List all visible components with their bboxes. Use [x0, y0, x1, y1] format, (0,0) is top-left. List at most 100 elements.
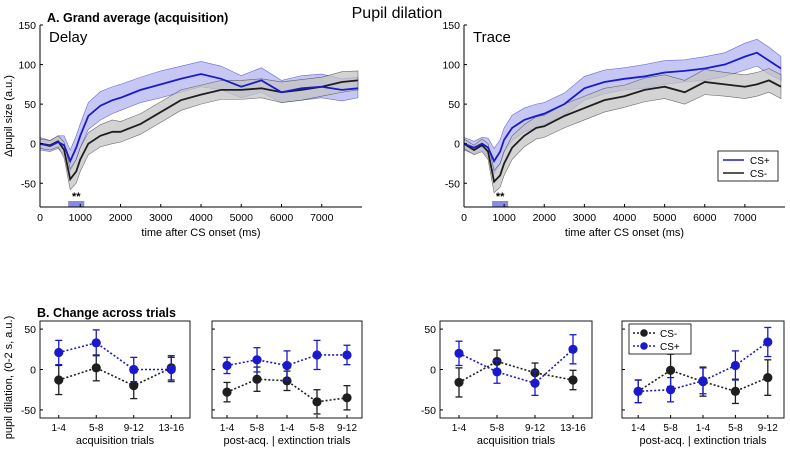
trace-significance-bar — [492, 201, 509, 207]
trace_acq-x-tick-label: 9-12 — [525, 423, 545, 434]
trace_ext-csplus-line — [638, 341, 769, 393]
delay_acq-y-tick-label: 50 — [24, 324, 36, 336]
trace_ext-csplus-point — [633, 386, 643, 396]
trace_acq-x-tick-label: 1-4 — [452, 423, 467, 434]
trace-x-tick-label: 0 — [461, 212, 467, 224]
trace_acq-axes-box — [439, 320, 593, 419]
trace-legend-box — [717, 150, 779, 182]
trace-y-tick-label: 150 — [442, 20, 460, 32]
delay_acq-y-tick-label: 0 — [30, 365, 36, 377]
delay-y-tick-label: 150 — [18, 20, 36, 32]
trace_ext-x-tick-label: 1-4 — [696, 423, 711, 434]
trace_ext-csplus-point — [763, 337, 773, 347]
delay-significance-bar — [68, 201, 85, 207]
trace_acq-x-tick-label: 13-16 — [560, 423, 586, 434]
trace_ext-csminus-point — [666, 365, 676, 375]
delay_ext-csminus-point — [222, 387, 232, 397]
delay-y-axis-label: Δpupil size (a.u.) — [3, 75, 15, 157]
delay-y-tick-label: 0 — [30, 139, 36, 151]
trace_acq-csplus-point — [454, 348, 464, 358]
delay_acq-csplus-point — [166, 364, 176, 375]
delay-x-tick-label: 5000 — [230, 212, 254, 224]
delay_ext-csplus-point — [312, 350, 322, 360]
delay_acq-y-axis-label: pupil dilation, (0-2 s, a.u.) — [3, 316, 15, 440]
trace_ext-x-tick-label: 5-8 — [663, 423, 678, 434]
trace_ext-x-axis-label: post-acq. | extinction trials — [640, 435, 767, 447]
trace-x-axis-label: time after CS onset (ms) — [565, 227, 684, 239]
section-b-title: B. Change across trials — [37, 306, 176, 320]
delay_acq-csminus-line — [58, 367, 172, 387]
trace_ext-csminus-point — [763, 372, 773, 383]
trace_acq-y-tick-label: -50 — [421, 405, 436, 417]
delay-x-tick-label: 4000 — [189, 212, 213, 224]
delay_acq-x-tick-label: 5-8 — [89, 423, 104, 434]
trace-significance-label: ** — [496, 191, 505, 203]
delay_ext-csminus-point — [282, 376, 292, 386]
trace-x-tick-label: 1000 — [492, 212, 516, 224]
trace_ext-legend-label: CS+ — [660, 342, 680, 353]
section-a-title: A. Grand average (acquisition) — [47, 11, 228, 25]
delay_acq-y-tick-label: -50 — [21, 405, 36, 417]
delay_acq-x-tick-label: 9-12 — [124, 423, 144, 434]
trace-y-tick-label: 0 — [454, 139, 460, 151]
trace-x-tick-label: 5000 — [653, 212, 677, 224]
delay-significance-label: ** — [72, 191, 81, 203]
trace-y-tick-label: -50 — [445, 178, 460, 190]
trace_ext-x-tick-label: 1-4 — [631, 423, 646, 434]
delay_ext-x-tick-label: 1-4 — [220, 423, 235, 434]
delay-y-tick-label: -50 — [21, 178, 36, 190]
trace_ext-csplus-point — [666, 385, 676, 395]
trace_acq-csplus-point — [568, 344, 578, 354]
delay_ext-csminus-point — [312, 397, 322, 407]
delay_ext-csplus-point — [222, 360, 232, 371]
trace_ext-x-tick-label: 9-12 — [758, 423, 778, 434]
delay_ext-x-tick-label: 5-8 — [250, 423, 265, 434]
delay-x-tick-label: 3000 — [149, 212, 173, 224]
delay_acq-csplus-point — [54, 347, 64, 358]
delay_acq-csminus-point — [91, 363, 101, 373]
trace_acq-csplus-point — [492, 367, 502, 377]
delay_ext-csplus-point — [342, 350, 352, 360]
trace-csminus-mean-line — [463, 79, 782, 184]
trace_acq-y-tick-label: 0 — [430, 365, 436, 377]
trace_acq-csminus-point — [568, 375, 578, 385]
delay_ext-csminus-line — [226, 378, 348, 403]
trace-csplus-mean-line — [463, 51, 782, 164]
trace-legend-label: CS+ — [750, 156, 770, 167]
trace_ext-legend-marker — [640, 342, 648, 350]
trace_acq-csplus-line — [458, 348, 574, 385]
trace-x-tick-label: 2000 — [533, 212, 557, 224]
trace_acq-csminus-line — [458, 360, 574, 384]
delay_ext-x-axis-label: post-acq. | extinction trials — [224, 435, 351, 447]
trace-title: Trace — [473, 29, 511, 46]
trace-y-tick-label: 50 — [448, 99, 460, 111]
figure-title: Pupil dilation — [352, 5, 443, 22]
delay_acq-x-tick-label: 13-16 — [158, 423, 184, 434]
delay-x-tick-label: 0 — [37, 212, 43, 224]
delay_acq-csminus-point — [54, 375, 64, 385]
trace-x-tick-label: 6000 — [693, 212, 717, 224]
delay_acq-csplus-point — [91, 338, 101, 348]
trace_ext-legend-box — [628, 323, 692, 355]
delay_acq-x-tick-label: 1-4 — [52, 423, 67, 434]
delay-x-axis-label: time after CS onset (ms) — [141, 227, 260, 239]
delay_ext-x-tick-label: 5-8 — [310, 423, 325, 434]
trace_acq-csplus-point — [530, 378, 540, 388]
delay-title: Delay — [49, 29, 88, 46]
trace_ext-legend-label: CS- — [660, 329, 677, 340]
trace-x-tick-label: 7000 — [733, 212, 757, 224]
delay_acq-csplus-point — [129, 364, 139, 375]
trace-legend-label: CS- — [750, 169, 767, 180]
trace_ext-csplus-point — [698, 376, 708, 386]
trace-x-tick-label: 3000 — [573, 212, 597, 224]
delay-x-tick-label: 1000 — [69, 212, 93, 224]
trace_ext-csminus-point — [730, 386, 741, 396]
delay-csplus-mean-line — [39, 73, 359, 164]
trace_acq-x-axis-label: acquisition trials — [477, 435, 556, 447]
trace_ext-csplus-point — [730, 360, 741, 371]
trace_acq-x-tick-label: 5-8 — [490, 423, 505, 434]
delay_acq-csplus-line — [58, 341, 172, 371]
delay_ext-x-tick-label: 9-12 — [337, 423, 357, 434]
delay_ext-csplus-point — [252, 355, 262, 365]
